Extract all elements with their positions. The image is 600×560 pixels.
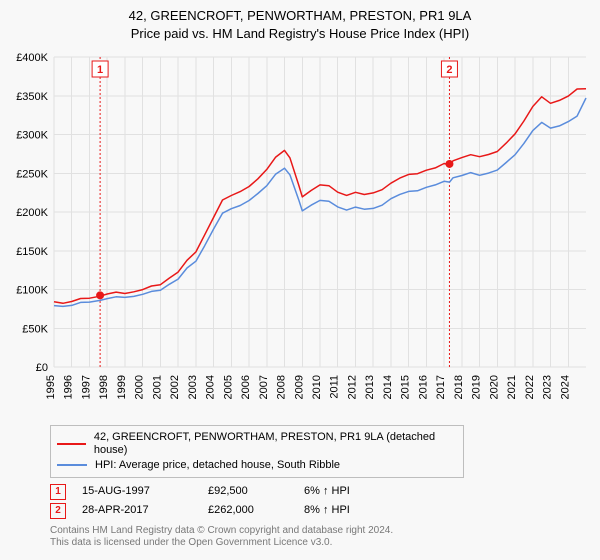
svg-text:£0: £0 — [36, 362, 48, 374]
svg-text:£150K: £150K — [16, 246, 48, 258]
chart-title: 42, GREENCROFT, PENWORTHAM, PRESTON, PR1… — [10, 8, 590, 24]
svg-text:£200K: £200K — [16, 207, 48, 219]
line-chart-svg: £0 £50K £100K £150K £200K £250K £300K £350K £400… — [10, 47, 590, 417]
transaction-date: 15-AUG-1997 — [82, 485, 192, 498]
svg-text:2018: 2018 — [453, 375, 465, 399]
svg-text:1: 1 — [97, 64, 103, 76]
transaction-delta: 8% ↑ HPI — [304, 504, 350, 517]
svg-text:1996: 1996 — [63, 375, 75, 399]
svg-text:1997: 1997 — [80, 375, 92, 399]
legend-row: 42, GREENCROFT, PENWORTHAM, PRESTON, PR1… — [57, 431, 457, 457]
svg-text:2: 2 — [446, 64, 452, 76]
transaction-price: £92,500 — [208, 485, 288, 498]
transaction-price: £262,000 — [208, 504, 288, 517]
svg-text:2019: 2019 — [471, 375, 483, 399]
svg-text:£350K: £350K — [16, 91, 48, 103]
svg-text:2023: 2023 — [542, 375, 554, 399]
disclaimer: Contains HM Land Registry data © Crown c… — [50, 525, 590, 549]
svg-text:2011: 2011 — [329, 375, 341, 399]
transaction-row: 2 28-APR-2017 £262,000 8% ↑ HPI — [50, 503, 590, 519]
svg-text:2006: 2006 — [240, 375, 252, 399]
transaction-row: 1 15-AUG-1997 £92,500 6% ↑ HPI — [50, 484, 590, 500]
svg-text:2016: 2016 — [417, 375, 429, 399]
svg-text:2002: 2002 — [169, 375, 181, 399]
chart-subtitle: Price paid vs. HM Land Registry's House … — [10, 26, 590, 42]
svg-text:2014: 2014 — [382, 375, 394, 399]
svg-text:2000: 2000 — [134, 375, 146, 399]
transaction-marker: 2 — [50, 503, 66, 519]
transaction-marker: 1 — [50, 484, 66, 500]
legend: 42, GREENCROFT, PENWORTHAM, PRESTON, PR1… — [50, 425, 464, 478]
svg-text:2004: 2004 — [205, 375, 217, 399]
svg-text:2008: 2008 — [276, 375, 288, 399]
legend-swatch — [57, 464, 87, 466]
svg-text:2010: 2010 — [311, 375, 323, 399]
svg-text:2021: 2021 — [506, 375, 518, 399]
legend-row: HPI: Average price, detached house, Sout… — [57, 459, 457, 472]
svg-text:2001: 2001 — [151, 375, 163, 399]
svg-text:£400K: £400K — [16, 52, 48, 64]
svg-text:£250K: £250K — [16, 168, 48, 180]
svg-text:1998: 1998 — [98, 375, 110, 399]
svg-text:2003: 2003 — [187, 375, 199, 399]
svg-text:2012: 2012 — [346, 375, 358, 399]
svg-text:2015: 2015 — [400, 375, 412, 399]
disclaimer-line: This data is licensed under the Open Gov… — [50, 537, 590, 549]
svg-text:£50K: £50K — [22, 323, 48, 335]
svg-text:2024: 2024 — [559, 375, 571, 399]
svg-text:2020: 2020 — [488, 375, 500, 399]
svg-text:£300K: £300K — [16, 130, 48, 142]
svg-text:2005: 2005 — [222, 375, 234, 399]
legend-swatch — [57, 443, 86, 445]
transaction-date: 28-APR-2017 — [82, 504, 192, 517]
svg-text:2007: 2007 — [258, 375, 270, 399]
transaction-table: 1 15-AUG-1997 £92,500 6% ↑ HPI 2 28-APR-… — [50, 484, 590, 519]
legend-label: 42, GREENCROFT, PENWORTHAM, PRESTON, PR1… — [94, 431, 457, 457]
svg-text:2013: 2013 — [364, 375, 376, 399]
svg-text:1995: 1995 — [45, 375, 57, 399]
svg-text:2009: 2009 — [293, 375, 305, 399]
svg-text:2017: 2017 — [435, 375, 447, 399]
disclaimer-line: Contains HM Land Registry data © Crown c… — [50, 525, 590, 537]
chart-area: £0 £50K £100K £150K £200K £250K £300K £350K £400… — [10, 47, 590, 417]
transaction-delta: 6% ↑ HPI — [304, 485, 350, 498]
svg-text:£100K: £100K — [16, 285, 48, 297]
svg-text:1999: 1999 — [116, 375, 128, 399]
svg-text:2022: 2022 — [524, 375, 536, 399]
legend-label: HPI: Average price, detached house, Sout… — [95, 459, 340, 472]
